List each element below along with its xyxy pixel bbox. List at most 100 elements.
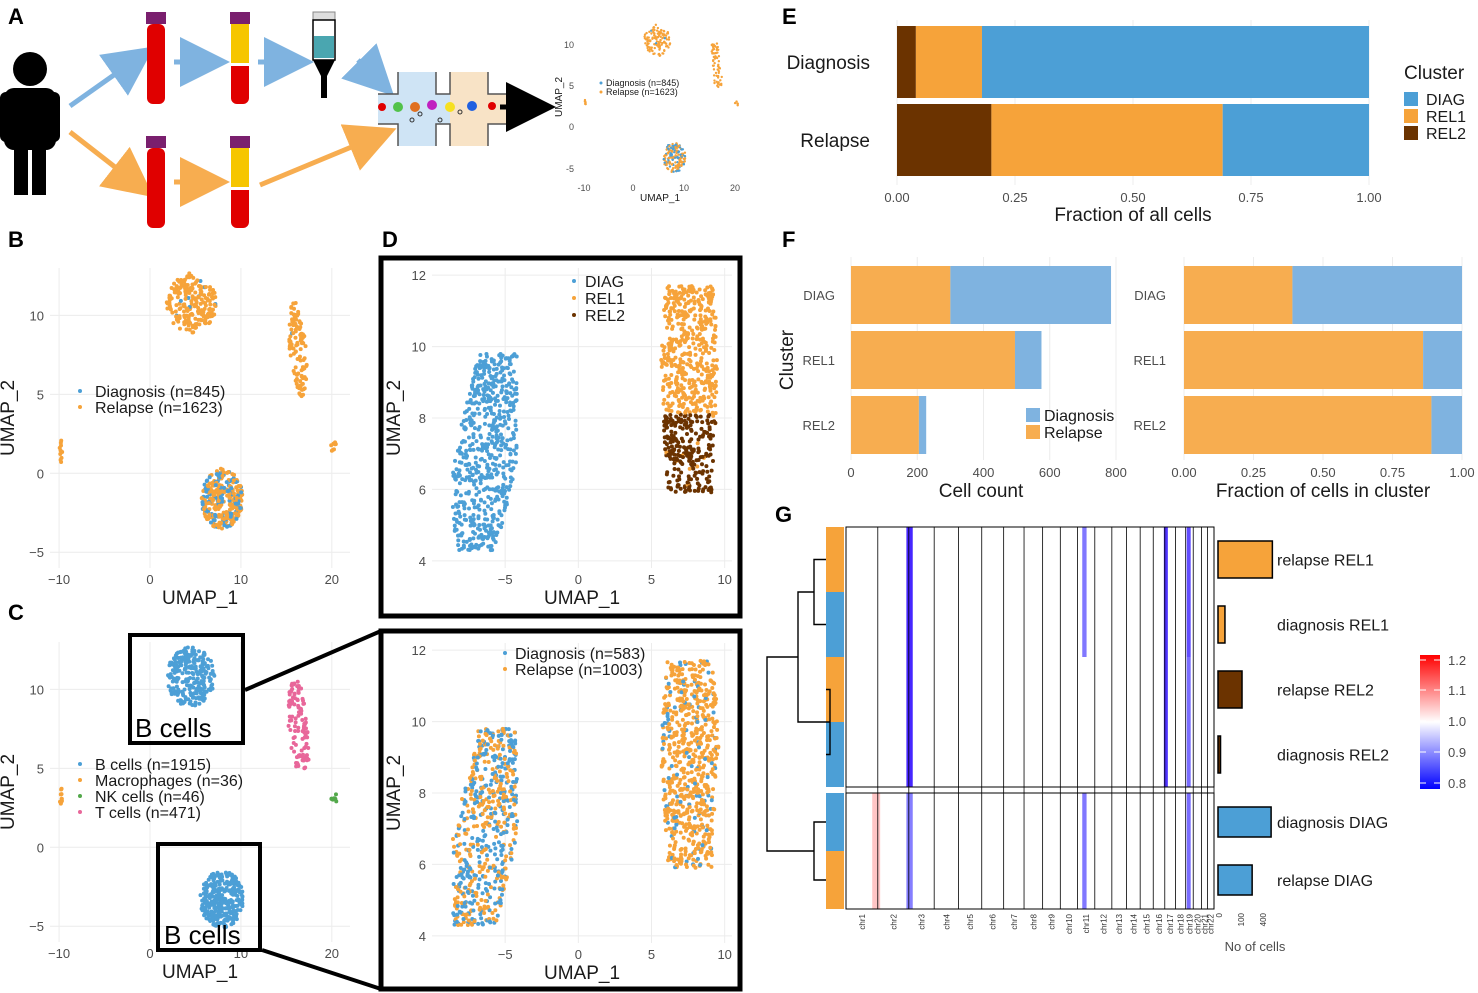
data-point <box>712 68 716 71</box>
data-point <box>293 335 298 340</box>
data-point <box>299 686 304 691</box>
mini-xtick: 10 <box>679 183 689 193</box>
data-point <box>303 765 308 770</box>
data-point <box>512 802 517 807</box>
data-point <box>486 385 491 390</box>
data-point <box>496 764 501 769</box>
zoom-line-top <box>244 629 382 692</box>
data-point <box>670 717 675 722</box>
data-point <box>661 385 666 390</box>
data-point <box>683 852 688 857</box>
data-point <box>198 893 203 898</box>
data-point <box>293 349 298 354</box>
data-point <box>290 317 295 322</box>
data-point <box>193 290 198 295</box>
data-point <box>457 511 462 516</box>
data-point <box>496 819 501 824</box>
data-point <box>473 478 478 483</box>
data-point <box>485 504 490 509</box>
data-point <box>475 767 480 772</box>
data-point <box>489 778 494 783</box>
data-point <box>692 488 697 493</box>
data-point <box>195 309 200 314</box>
category-label: REL1 <box>1133 353 1166 368</box>
data-point <box>484 747 489 752</box>
data-point <box>490 390 495 395</box>
data-point <box>478 433 483 438</box>
data-point <box>185 645 190 650</box>
data-point <box>508 733 513 738</box>
data-point <box>187 290 192 295</box>
data-point <box>234 485 239 490</box>
data-point <box>695 419 700 424</box>
data-point <box>661 378 666 383</box>
data-point <box>294 381 299 386</box>
data-point <box>477 837 482 842</box>
data-point <box>668 708 673 713</box>
data-point <box>228 897 233 902</box>
data-point <box>193 652 198 657</box>
data-point <box>708 301 713 306</box>
data-point <box>486 544 491 549</box>
data-point <box>492 886 497 891</box>
data-point <box>468 447 473 452</box>
data-point <box>650 32 653 35</box>
data-point <box>710 458 715 463</box>
data-point <box>239 490 244 495</box>
data-point <box>691 295 696 300</box>
data-point <box>507 805 512 810</box>
data-point <box>713 379 718 384</box>
data-point <box>502 419 507 424</box>
data-point <box>656 26 660 30</box>
data-point <box>210 686 215 691</box>
data-point <box>457 473 462 478</box>
panel-letter-f: F <box>782 227 795 252</box>
data-point <box>172 281 177 286</box>
data-point <box>479 916 484 921</box>
data-point <box>465 827 470 832</box>
data-point <box>234 898 239 903</box>
data-point <box>685 480 690 485</box>
data-point <box>708 845 713 850</box>
data-point <box>710 363 715 368</box>
data-point <box>476 516 481 521</box>
data-point <box>699 779 704 784</box>
data-point <box>711 48 714 52</box>
data-point <box>508 749 513 754</box>
data-point <box>170 310 175 315</box>
data-point <box>293 728 298 733</box>
data-point <box>710 716 715 721</box>
data-point <box>715 42 719 45</box>
data-point <box>713 403 718 408</box>
data-point <box>291 741 296 746</box>
data-point <box>487 919 492 924</box>
data-point <box>485 868 490 873</box>
data-point <box>676 448 681 453</box>
data-point <box>505 774 510 779</box>
legend-key <box>78 778 82 782</box>
data-point <box>501 396 506 401</box>
data-point <box>498 774 503 779</box>
data-point <box>660 723 665 728</box>
data-point <box>699 799 704 804</box>
data-point <box>215 897 220 902</box>
data-point <box>673 149 676 152</box>
data-point <box>486 787 491 792</box>
data-point <box>238 505 243 510</box>
data-point <box>664 685 669 690</box>
data-point <box>698 675 703 680</box>
data-point <box>222 485 227 490</box>
data-point <box>700 420 705 425</box>
data-point <box>712 55 716 59</box>
y-tick-label: 6 <box>419 857 426 872</box>
data-point <box>224 480 229 485</box>
data-point <box>681 699 686 704</box>
data-point <box>497 509 502 514</box>
data-point <box>301 701 306 706</box>
data-point <box>665 711 670 716</box>
bar-diagnosis <box>1014 331 1042 389</box>
data-point <box>202 306 207 311</box>
data-point <box>306 757 311 762</box>
